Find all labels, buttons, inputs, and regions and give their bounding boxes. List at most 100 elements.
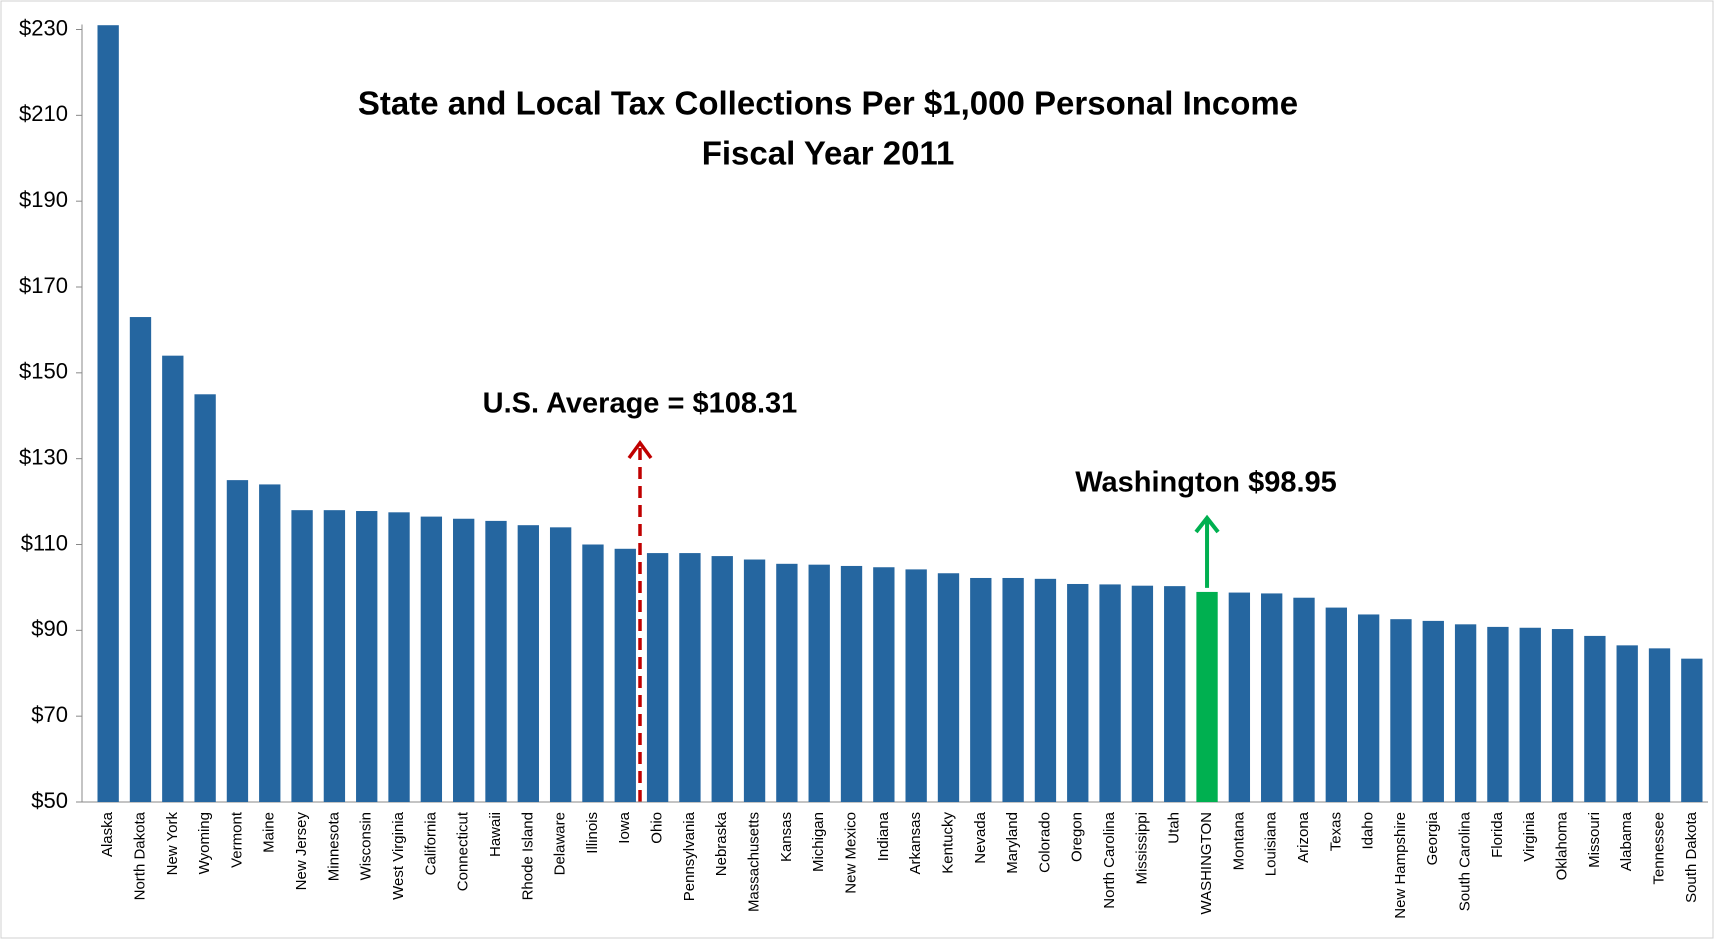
x-tick-label: Oklahoma <box>1554 811 1571 880</box>
x-tick-label: Colorado <box>1036 812 1053 873</box>
bar <box>1131 585 1154 802</box>
x-tick-label: Georgia <box>1424 811 1441 865</box>
x-tick-label: Maryland <box>1004 812 1021 874</box>
bar <box>194 394 216 802</box>
bar <box>549 527 572 802</box>
bar <box>1002 577 1024 802</box>
bar <box>1422 620 1444 802</box>
bar <box>1357 614 1380 802</box>
x-tick-label: Michigan <box>810 812 827 872</box>
x-tick-label: Vermont <box>228 811 245 868</box>
x-tick-label: Rhode Island <box>519 812 536 900</box>
x-tick-label: Alabama <box>1618 811 1635 871</box>
bar <box>291 510 313 802</box>
bar <box>1293 597 1315 802</box>
x-tick-label: Kentucky <box>939 812 956 874</box>
bar <box>1164 586 1186 802</box>
bar <box>1616 645 1638 802</box>
x-tick-label: Tennessee <box>1650 812 1667 885</box>
x-tick-label: Arizona <box>1295 811 1312 863</box>
x-tick-label: Ohio <box>649 812 666 844</box>
bar <box>388 512 410 802</box>
x-tick-label: New Mexico <box>842 812 859 894</box>
bar <box>1325 607 1347 802</box>
x-tick-label: Hawaii <box>487 812 504 857</box>
bar <box>1196 591 1218 802</box>
bar <box>1648 648 1671 802</box>
bar <box>776 563 798 802</box>
x-tick-label: Connecticut <box>455 811 472 891</box>
average-annotation: U.S. Average = $108.31 <box>483 388 798 420</box>
x-tick-label: Arkansas <box>907 812 924 875</box>
bar <box>679 553 701 802</box>
bar <box>970 577 992 802</box>
x-tick-label: Oregon <box>1069 812 1086 862</box>
x-tick-label: South Carolina <box>1457 811 1474 911</box>
bar <box>711 556 733 802</box>
bar <box>840 565 863 802</box>
bar <box>323 510 346 802</box>
bar <box>808 564 830 802</box>
x-tick-label: Indiana <box>875 811 892 861</box>
x-tick-label: Idaho <box>1360 812 1377 850</box>
bar <box>356 511 378 802</box>
x-tick-label: Nebraska <box>713 811 730 876</box>
x-tick-label: Delaware <box>552 812 569 875</box>
x-tick-label: Florida <box>1489 811 1506 858</box>
x-tick-label: Nevada <box>972 811 989 863</box>
x-tick-label: Texas <box>1327 812 1344 851</box>
bar <box>1261 593 1283 802</box>
x-tick-label: New Jersey <box>293 812 310 891</box>
x-tick-label: West Virginia <box>390 811 407 899</box>
x-tick-label: Pennsylvania <box>681 811 698 901</box>
bar <box>129 317 152 802</box>
x-tick-label: Virginia <box>1521 811 1538 861</box>
x-tick-label: New York <box>164 812 181 876</box>
x-tick-label: Wyoming <box>196 812 213 874</box>
bar <box>614 548 636 802</box>
x-tick-label: WASHINGTON <box>1198 812 1215 915</box>
x-tick-label: Utah <box>1166 812 1183 844</box>
x-tick-label: Illinois <box>584 812 601 854</box>
x-tick-label: Kansas <box>778 812 795 862</box>
bar <box>485 520 507 802</box>
x-tick-label: Louisiana <box>1263 811 1280 876</box>
bar <box>1390 619 1412 802</box>
bar <box>1551 629 1574 802</box>
bar <box>1487 626 1509 802</box>
y-tick-label: $190 <box>19 187 68 212</box>
bar <box>97 25 119 803</box>
y-tick-label: $170 <box>19 273 68 298</box>
y-tick-label: $70 <box>31 702 68 727</box>
bar <box>1067 583 1089 802</box>
x-tick-label: Iowa <box>616 811 633 843</box>
bar <box>226 480 249 802</box>
x-tick-label: North Dakota <box>131 811 148 900</box>
bar <box>873 567 895 802</box>
washington-arrow-head <box>1194 514 1220 534</box>
bar <box>453 518 475 802</box>
bar <box>937 573 960 802</box>
x-tick-label: Wisconsin <box>358 812 375 880</box>
bar <box>1681 658 1703 802</box>
x-tick-label: Minnesota <box>325 811 342 881</box>
x-tick-label: Alaska <box>99 811 116 857</box>
bar <box>582 544 604 802</box>
x-tick-label: Montana <box>1230 811 1247 870</box>
bar <box>1519 627 1541 802</box>
y-tick-label: $150 <box>19 359 68 384</box>
x-tick-label: Mississippi <box>1133 812 1150 885</box>
x-tick-label: New Hampshire <box>1392 812 1409 919</box>
bar <box>1584 635 1606 802</box>
y-tick-label: $110 <box>21 530 68 555</box>
x-tick-label: Massachusetts <box>746 812 763 912</box>
bar <box>259 484 281 802</box>
washington-annotation: Washington $98.95 <box>1075 467 1337 499</box>
x-tick-label: Missouri <box>1586 812 1603 868</box>
y-tick-label: $230 <box>19 15 68 40</box>
average-arrow-head <box>627 440 653 460</box>
bar <box>517 525 539 802</box>
bar <box>743 559 766 802</box>
